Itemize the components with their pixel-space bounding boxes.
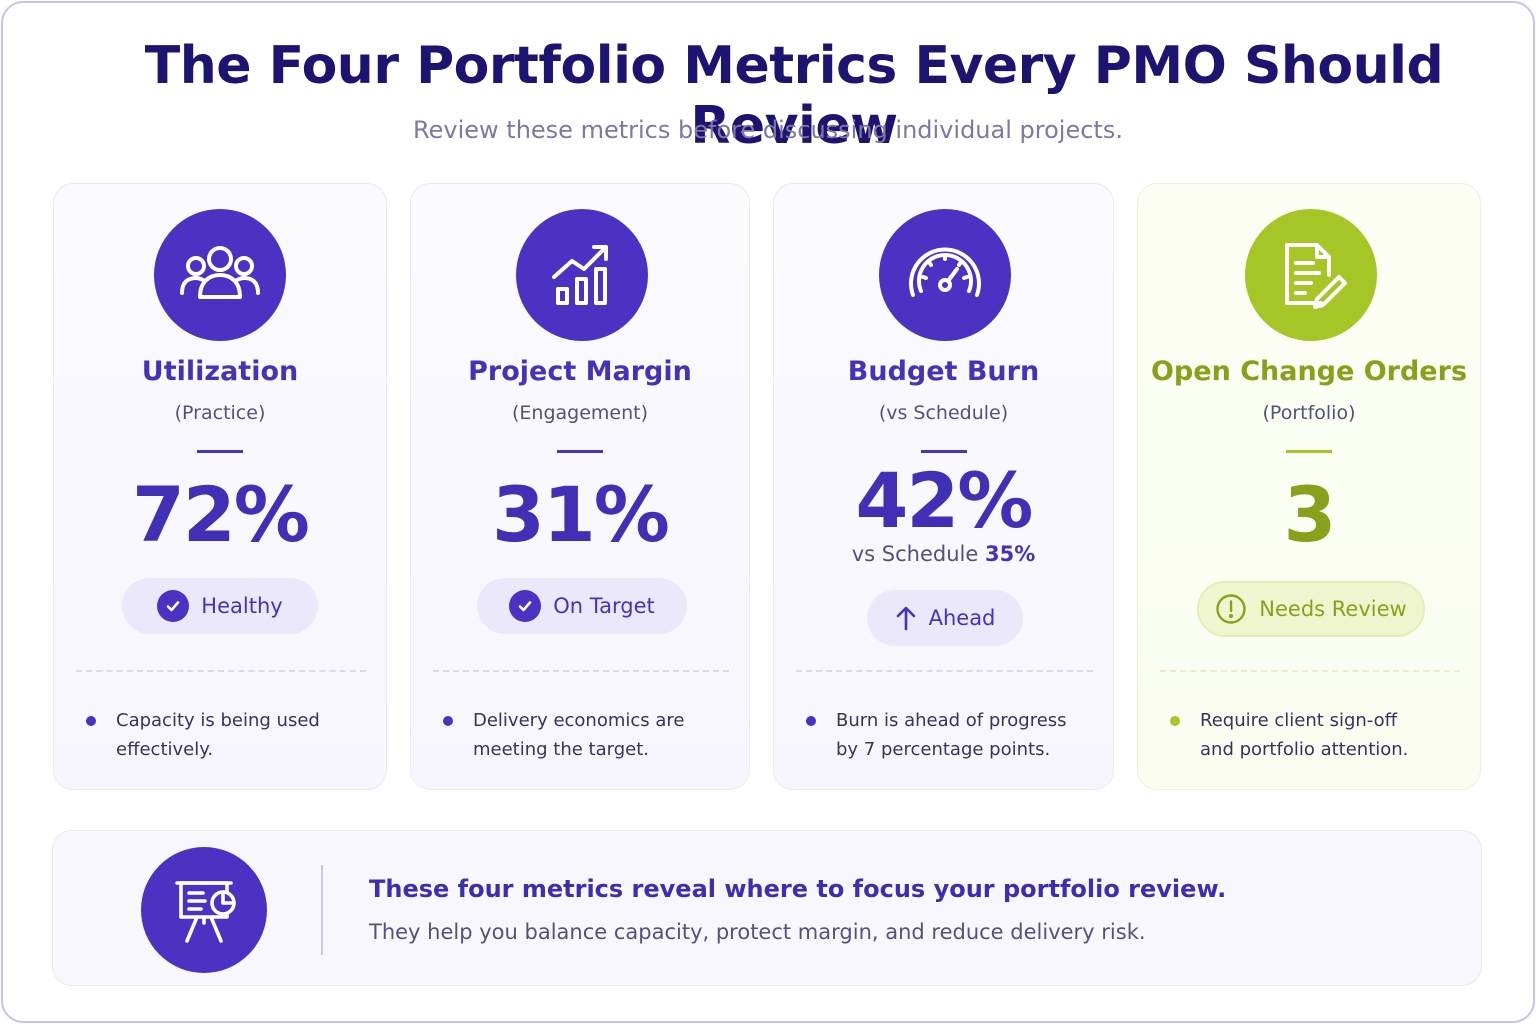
note-line: meeting the target. xyxy=(473,739,650,760)
note: Require client sign-off and portfolio att… xyxy=(1170,706,1408,764)
card-title: Project Margin xyxy=(468,356,692,387)
arrow-up-icon xyxy=(895,605,917,631)
metric-card-budget-burn: Budget Burn (vs Schedule) 42% vs Schedul… xyxy=(773,183,1114,790)
presentation-board-icon xyxy=(141,847,267,973)
card-title: Utilization xyxy=(141,356,299,387)
summary-banner: These four metrics reveal where to focus… xyxy=(52,830,1482,986)
team-icon xyxy=(154,209,286,341)
card-subtitle: (vs Schedule) xyxy=(878,402,1009,424)
divider xyxy=(197,450,243,453)
compare-value: 35% xyxy=(984,542,1036,566)
card-title: Open Change Orders xyxy=(1150,356,1468,387)
page-title: The Four Portfolio Metrics Every PMO Sho… xyxy=(144,36,1444,156)
dashed-divider xyxy=(796,670,1093,672)
page-subtitle: Review these metrics before discussing i… xyxy=(413,116,1123,144)
bullet-dot xyxy=(443,716,453,726)
note-line: Require client sign-off xyxy=(1200,710,1398,731)
note-line: effectively. xyxy=(116,739,214,760)
vertical-divider xyxy=(321,865,323,955)
note-line: Capacity is being used xyxy=(116,710,320,731)
metric-value: 3 xyxy=(1283,470,1337,559)
metric-value: 42% xyxy=(855,456,1034,545)
divider xyxy=(1286,450,1332,453)
check-circle-icon xyxy=(157,590,190,622)
dashed-divider xyxy=(433,670,729,672)
summary-headline: These four metrics reveal where to focus… xyxy=(369,875,1227,903)
dashed-divider xyxy=(1160,670,1460,672)
metric-value: 72% xyxy=(132,470,310,559)
summary-text: They help you balance capacity, protect … xyxy=(369,920,1146,944)
status-label: Ahead xyxy=(928,606,996,630)
note-line: Delivery economics are xyxy=(473,710,685,731)
status-badge: On Target xyxy=(477,578,687,634)
note: Burn is ahead of progress by 7 percentage… xyxy=(806,706,1067,764)
status-label: Needs Review xyxy=(1259,597,1407,621)
card-subtitle: (Engagement) xyxy=(511,402,648,424)
status-badge: Needs Review xyxy=(1197,581,1425,637)
metric-value: 31% xyxy=(492,470,670,559)
note: Delivery economics are meeting the target… xyxy=(443,706,684,764)
bullet-dot xyxy=(1170,716,1180,726)
metric-card-utilization: Utilization (Practice) 72% Healthy Capac… xyxy=(53,183,387,790)
status-badge: Healthy xyxy=(122,578,318,634)
status-label: Healthy xyxy=(201,594,283,618)
metric-card-open-change-orders: Open Change Orders (Portfolio) 3 Needs R… xyxy=(1137,183,1481,790)
schedule-comparison: vs Schedule 35% xyxy=(774,542,1113,566)
note-line: Burn is ahead of progress xyxy=(836,710,1067,731)
check-circle-icon xyxy=(509,590,542,622)
divider xyxy=(557,450,603,453)
divider xyxy=(920,450,967,453)
bullet-dot xyxy=(806,716,816,726)
card-subtitle: (Practice) xyxy=(174,402,266,424)
card-title: Budget Burn xyxy=(847,356,1040,387)
card-subtitle: (Portfolio) xyxy=(1262,402,1356,424)
bar-chart-trend-icon xyxy=(516,209,648,341)
speedometer-icon xyxy=(879,209,1011,341)
alert-circle-icon xyxy=(1215,593,1247,625)
status-badge: Ahead xyxy=(867,590,1023,646)
document-edit-icon xyxy=(1245,209,1377,341)
note-line: by 7 percentage points. xyxy=(836,739,1051,760)
note-line: and portfolio attention. xyxy=(1200,739,1409,760)
dashed-divider xyxy=(76,670,366,672)
compare-label: vs Schedule xyxy=(851,542,979,566)
note: Capacity is being used effectively. xyxy=(86,706,320,764)
bullet-dot xyxy=(86,716,96,726)
metric-card-project-margin: Project Margin (Engagement) 31% On Targe… xyxy=(410,183,750,790)
status-label: On Target xyxy=(553,594,655,618)
